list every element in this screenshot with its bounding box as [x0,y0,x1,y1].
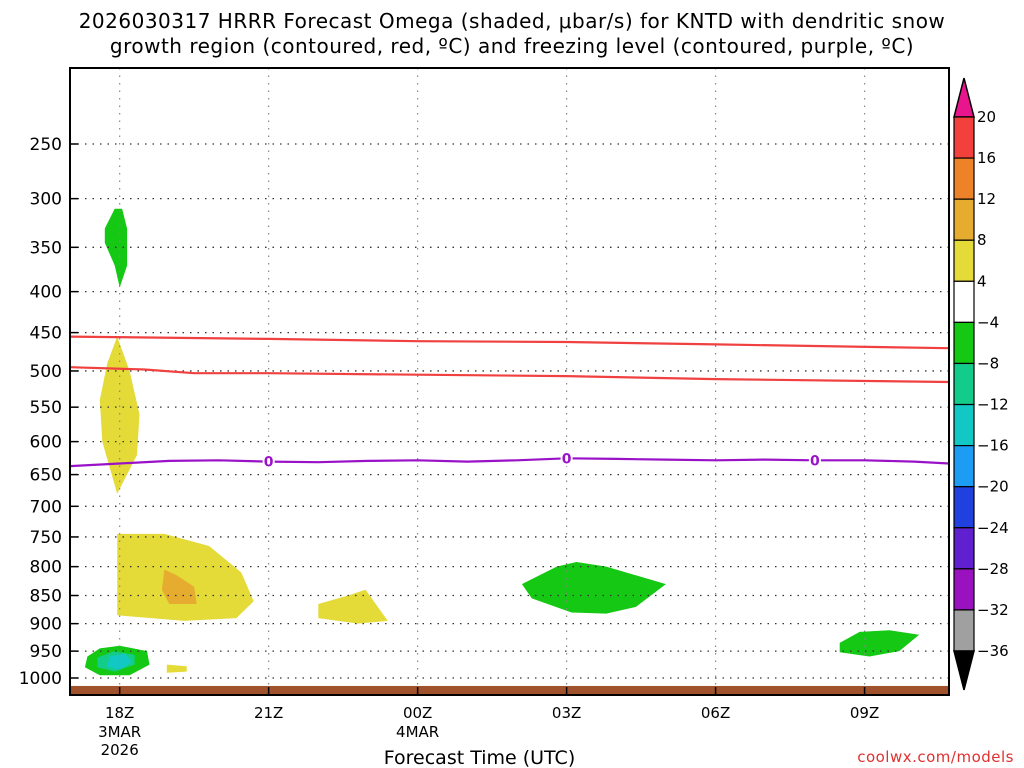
y-tick-label-950: 950 [30,642,62,662]
colorbar-band-5 [953,321,975,365]
freezing-level-label-1: 0 [562,451,572,467]
dgz-contour-0 [70,335,949,350]
dgz-contour-1 [70,366,949,384]
terrain-band [70,685,949,695]
omega-region-1 [99,336,140,494]
x-tick-label-06Z: 06Z [701,704,730,722]
terrain-fill [70,685,949,695]
freezing-label-bg-2 [808,452,821,469]
y-tick-label-850: 850 [30,587,62,607]
omega-region-10 [839,630,920,657]
y-tick-label-650: 650 [30,466,62,486]
plot-frame [69,67,950,696]
y-tick-label-550: 550 [30,398,62,418]
y-tick-label-300: 300 [30,190,62,210]
colorbar-band-0 [953,116,975,159]
colorbar-label-3: 8 [977,231,987,249]
y-tick-label-900: 900 [30,615,62,635]
colorbar-label-10: −24 [977,519,1009,537]
colorbar-legend: 20 16 12 8 4 −4 −8 −12 −16 −20 −24 −28 −32 −36 [953,77,1009,691]
colorbar-band-9 [953,486,975,529]
colorbar-band-3 [953,239,975,282]
x-axis-label: Forecast Time (UTC) [384,747,575,768]
colorbar-top-arrow [953,77,975,118]
colorbar-band-12 [953,609,975,652]
y-tick-label-250: 250 [30,135,62,155]
colorbar-band-11 [953,568,975,611]
colorbar-label-12: −32 [977,601,1009,619]
colorbar-label-4: 4 [977,272,987,290]
freezing-level-label-2: 0 [810,453,820,469]
y-tick-label-500: 500 [30,362,62,382]
omega-region-4 [318,589,388,624]
y-tick-label-400: 400 [30,283,62,303]
colorbar-label-1: 16 [977,149,996,167]
y-tick-label-700: 700 [30,497,62,517]
y-tick-label-450: 450 [30,324,62,344]
x-tick-label-03Z: 03Z [552,704,581,722]
y-tick-label-800: 800 [30,558,62,578]
omega-region-3 [161,569,197,604]
y-tick-label-1000: 1000 [19,669,62,689]
x-tick-year-18Z: 2026 [101,741,139,759]
chart-title: 2026030317 HRRR Forecast Omega (shaded, … [78,9,946,33]
omega-region-5 [166,664,187,673]
colorbar-band-4 [953,280,975,323]
x-tick-label-21Z: 21Z [254,704,283,722]
colorbar-bottom-arrow [953,650,975,691]
colorbar-band-2 [953,198,975,241]
colorbar-label-6: −8 [977,354,999,372]
colorbar-label-5: −4 [977,313,999,331]
colorbar-band-10 [953,527,975,570]
colorbar-label-9: −20 [977,478,1009,496]
omega-region-0 [104,208,128,288]
contour-lines: 0 0 0 [70,335,949,471]
colorbar-label-8: −16 [977,437,1009,455]
omega-region-2 [117,533,254,621]
colorbar-band-6 [953,362,975,406]
x-tick-date-00Z: 4MAR [396,723,439,741]
freezing-label-bg-1 [560,450,573,467]
y-tick-label-350: 350 [30,238,62,258]
colorbar-label-11: −28 [977,560,1009,578]
colorbar-band-8 [953,445,975,488]
x-tick-label-09Z: 09Z [850,704,879,722]
freezing-label-bg-0 [262,453,275,470]
colorbar-label-0: 20 [977,108,996,126]
freezing-level-label-0: 0 [264,455,274,471]
y-tick-label-750: 750 [30,528,62,548]
omega-shaded-regions [84,208,920,676]
y-axis: 250 300 350 400 450 500 550 600 650 700 750 800 850 9… [19,135,78,689]
x-tick-date-18Z: 3MAR [98,723,141,741]
credit-text: coolwx.com/models [857,748,1014,766]
colorbar-band-1 [953,157,975,200]
y-tick-label-600: 600 [30,433,62,453]
colorbar-label-13: −36 [977,642,1009,660]
colorbar-label-7: −12 [977,396,1009,414]
chart-subtitle: growth region (contoured, red, ºC) and f… [109,34,915,58]
colorbar-band-7 [953,403,975,447]
colorbar-label-2: 12 [977,190,996,208]
x-tick-label-18Z: 18Z [105,704,134,722]
omega-region-9 [521,562,666,614]
x-tick-label-00Z: 00Z [403,704,432,722]
